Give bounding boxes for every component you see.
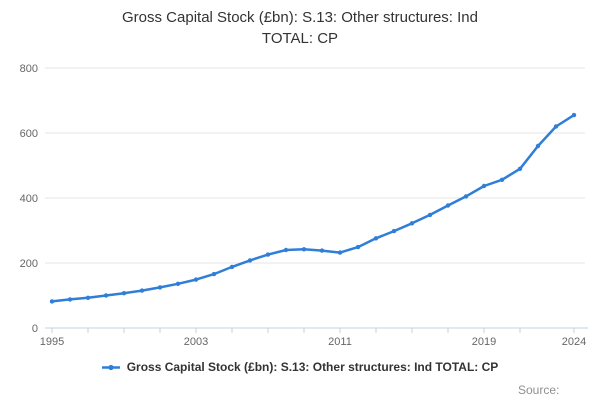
legend[interactable]: Gross Capital Stock (£bn): S.13: Other s… bbox=[0, 360, 600, 374]
y-tick-label: 600 bbox=[20, 128, 38, 140]
data-point[interactable] bbox=[427, 212, 433, 218]
data-point[interactable] bbox=[67, 297, 73, 302]
x-tick-label: 2003 bbox=[184, 336, 208, 348]
y-tick-label: 200 bbox=[20, 258, 38, 270]
data-point[interactable] bbox=[121, 291, 127, 296]
data-point[interactable] bbox=[409, 221, 415, 226]
series-line bbox=[50, 113, 576, 303]
data-point[interactable] bbox=[193, 277, 199, 282]
data-point[interactable] bbox=[85, 295, 91, 300]
y-tick-label: 400 bbox=[20, 193, 38, 205]
chart-title-line1: Gross Capital Stock (£bn): S.13: Other s… bbox=[122, 9, 478, 26]
data-point[interactable] bbox=[445, 203, 451, 208]
data-point[interactable] bbox=[157, 285, 163, 290]
data-point[interactable] bbox=[175, 281, 181, 286]
chart-title-line2: TOTAL: CP bbox=[261, 30, 339, 47]
data-point[interactable] bbox=[283, 247, 289, 253]
data-point[interactable] bbox=[463, 194, 469, 199]
legend-label: Gross Capital Stock (£bn): S.13: Other s… bbox=[126, 360, 499, 374]
data-point[interactable] bbox=[553, 124, 559, 129]
data-point[interactable] bbox=[211, 271, 217, 277]
data-point[interactable] bbox=[571, 112, 577, 118]
data-point[interactable] bbox=[103, 293, 109, 298]
x-tick-label: 2024 bbox=[562, 336, 586, 348]
data-point[interactable] bbox=[535, 143, 541, 149]
source-credit: Source: bbox=[518, 383, 560, 397]
x-tick-label: 1995 bbox=[40, 336, 64, 348]
data-point[interactable] bbox=[499, 177, 505, 182]
data-point[interactable] bbox=[481, 183, 487, 189]
x-tick-label: 2011 bbox=[328, 336, 352, 348]
data-point[interactable] bbox=[265, 252, 271, 257]
data-point[interactable] bbox=[355, 244, 361, 250]
x-tick-label: 2019 bbox=[472, 336, 496, 348]
y-tick-label: 0 bbox=[32, 323, 38, 335]
data-point[interactable] bbox=[337, 250, 343, 255]
data-point[interactable] bbox=[301, 247, 307, 252]
data-point[interactable] bbox=[373, 236, 379, 241]
data-point[interactable] bbox=[49, 299, 55, 304]
y-tick-label: 800 bbox=[20, 63, 38, 75]
legend-line-marker-icon bbox=[101, 364, 120, 370]
data-point[interactable] bbox=[319, 248, 325, 253]
data-point[interactable] bbox=[247, 258, 253, 263]
data-point[interactable] bbox=[139, 288, 145, 293]
data-point[interactable] bbox=[229, 264, 235, 270]
data-point[interactable] bbox=[391, 228, 397, 234]
data-point[interactable] bbox=[517, 166, 523, 171]
chart-title: Gross Capital Stock (£bn): S.13: Other s… bbox=[0, 7, 600, 49]
